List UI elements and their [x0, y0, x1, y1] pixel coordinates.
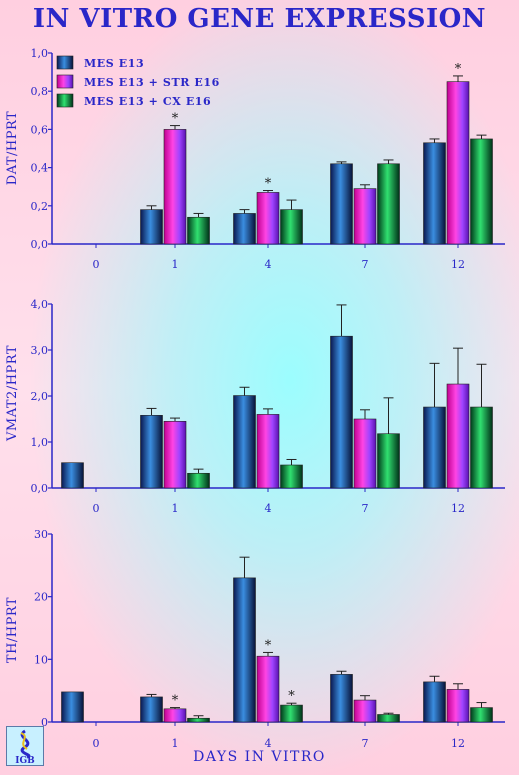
bar — [61, 462, 84, 489]
bar — [470, 406, 493, 489]
bar — [256, 655, 280, 723]
bar — [280, 464, 303, 489]
y-axis-label: VMAT2/HPRT — [5, 345, 20, 442]
y-tick-label: 0,8 — [31, 85, 49, 98]
y-tick-label: 0 — [41, 716, 48, 729]
bar — [423, 142, 446, 245]
significance-marker: * — [265, 177, 272, 192]
x-tick-label: 4 — [265, 258, 272, 271]
legend-label: MES E13 + CX E16 — [84, 95, 211, 108]
y-tick-label: 1,0 — [31, 47, 49, 60]
bar — [187, 472, 210, 489]
bar — [256, 414, 280, 489]
chart-panel-3: 0 10 20 30 TH/HPRT 0 1 4 7 12 * * * — [5, 528, 505, 750]
bar — [233, 213, 256, 245]
bar — [163, 129, 187, 245]
x-tick-label: 12 — [451, 737, 465, 750]
bar — [446, 383, 470, 489]
y-tick-label: 2,0 — [31, 390, 49, 403]
y-tick-label: 0,0 — [31, 482, 49, 495]
y-tick-label: 10 — [34, 653, 48, 666]
y-tick-label: 20 — [34, 591, 48, 604]
y-tick-label: 4,0 — [31, 298, 49, 311]
bar — [446, 689, 470, 723]
igb-logo: IGB — [6, 726, 44, 766]
bar — [140, 209, 163, 245]
bar — [233, 577, 256, 723]
chart-panel-2: 0,0 1,0 2,0 3,0 4,0 VMAT2/HPRT 0 1 4 7 12 — [5, 298, 505, 515]
bar — [140, 415, 163, 489]
x-tick-label: 7 — [362, 502, 369, 515]
bar — [353, 699, 377, 723]
bar — [256, 192, 280, 245]
legend-swatch — [56, 74, 74, 89]
y-tick-label: 0,6 — [31, 123, 49, 136]
bar — [330, 163, 353, 245]
x-tick-label: 0 — [93, 737, 100, 750]
page-title: IN VITRO GENE EXPRESSION — [32, 4, 487, 34]
bar — [353, 188, 377, 245]
bar — [446, 81, 470, 245]
bar — [377, 163, 400, 245]
bar — [377, 433, 400, 489]
x-tick-label: 7 — [362, 737, 369, 750]
bar — [330, 674, 353, 723]
significance-marker: * — [265, 638, 272, 653]
bar — [61, 691, 84, 723]
x-tick-label: 1 — [172, 737, 179, 750]
bar — [233, 395, 256, 489]
bar — [163, 420, 187, 489]
bar — [377, 714, 400, 723]
y-tick-label: 0,4 — [31, 162, 49, 175]
significance-marker: * — [172, 694, 179, 709]
x-tick-label: 7 — [362, 258, 369, 271]
x-tick-label: 12 — [451, 258, 465, 271]
x-tick-label: 0 — [93, 258, 100, 271]
bar — [280, 704, 303, 723]
x-tick-label: 1 — [172, 258, 179, 271]
y-tick-label: 3,0 — [31, 344, 49, 357]
y-tick-label: 1,0 — [31, 436, 49, 449]
y-tick-label: 0,0 — [31, 238, 49, 251]
legend-label: MES E13 — [84, 57, 144, 70]
significance-marker: * — [455, 62, 462, 77]
significance-marker: * — [288, 689, 295, 704]
bar — [353, 418, 377, 489]
legend-swatch — [56, 55, 74, 70]
x-tick-label: 12 — [451, 502, 465, 515]
logo-text: IGB — [15, 756, 35, 765]
y-axis-label: DAT/HPRT — [5, 111, 20, 185]
x-tick-label: 0 — [93, 502, 100, 515]
bar — [330, 335, 353, 489]
bar — [140, 696, 163, 723]
bar — [470, 707, 493, 723]
bar — [423, 406, 446, 489]
bar — [187, 216, 210, 245]
y-tick-label: 0,2 — [31, 200, 49, 213]
y-axis-label: TH/HPRT — [5, 597, 20, 663]
x-tick-label: 4 — [265, 737, 272, 750]
y-tick-label: 30 — [34, 528, 48, 541]
legend-label: MES E13 + STR E16 — [84, 76, 220, 89]
x-axis-title: DAYS IN VITRO — [193, 749, 326, 765]
chart-panel-1: 0,0 0,2 0,4 0,6 0,8 1,0 DAT/HPRT 0 1 4 7 12 * * * — [5, 47, 505, 271]
x-tick-label: 1 — [172, 502, 179, 515]
legend-swatch — [56, 93, 74, 108]
bar — [187, 717, 210, 723]
bar — [280, 209, 303, 245]
bar — [423, 681, 446, 723]
x-tick-label: 4 — [265, 502, 272, 515]
bar — [163, 708, 187, 723]
significance-marker: * — [172, 112, 179, 127]
legend: MES E13 MES E13 + STR E16 MES E13 + CX E16 — [56, 55, 220, 108]
bar — [470, 138, 493, 245]
